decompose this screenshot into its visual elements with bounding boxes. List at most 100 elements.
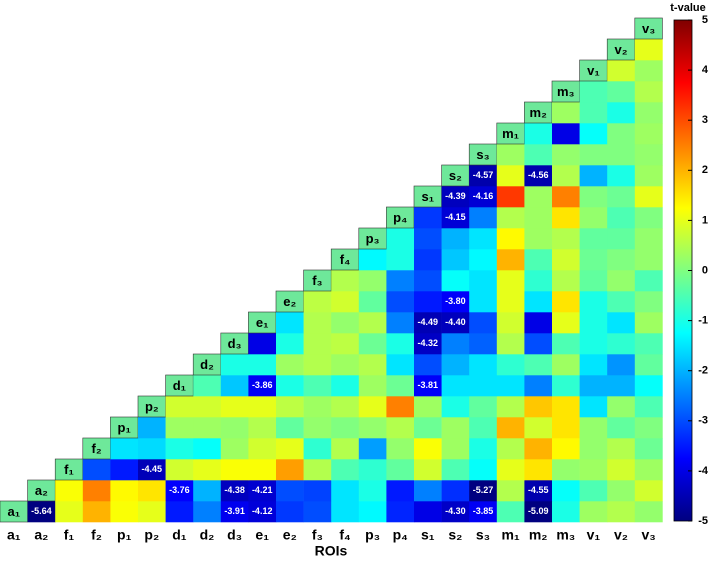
heat-cell [634, 270, 663, 292]
heat-cell [414, 228, 442, 250]
heat-cell [552, 501, 580, 523]
heat-cell [469, 459, 498, 481]
heat-cell [276, 417, 304, 439]
heat-cell [414, 270, 442, 292]
heat-cell [331, 438, 360, 460]
cell-label: -4.32 [418, 338, 439, 348]
heat-cell [496, 501, 525, 523]
heat-cell [607, 207, 636, 229]
heat-cell [607, 270, 636, 292]
heat-cell [441, 249, 470, 271]
heat-cell [579, 123, 608, 145]
heat-cell [579, 501, 608, 523]
heat-cell [552, 312, 580, 334]
heat-cell [552, 144, 580, 166]
heat-cell [496, 207, 525, 229]
heat-cell [276, 396, 304, 418]
heat-cell [469, 501, 498, 523]
heat-cell [441, 228, 470, 250]
heat-cell [552, 165, 580, 187]
heat-cell [552, 480, 580, 502]
heat-cell [303, 501, 332, 523]
heat-cell [496, 249, 525, 271]
heat-cell [496, 417, 525, 439]
heat-cell [441, 375, 470, 397]
heat-cell [358, 333, 387, 355]
x-tick-label: e₂ [283, 527, 297, 543]
heat-cell [607, 60, 636, 82]
heat-cell [496, 396, 525, 418]
heat-cell [386, 228, 415, 250]
heat-cell [634, 417, 663, 439]
heat-cell [386, 312, 415, 334]
heat-cell [138, 459, 166, 481]
heat-cell [276, 459, 304, 481]
heat-cell [579, 375, 608, 397]
heat-cell [358, 270, 387, 292]
heat-cell [579, 270, 608, 292]
heat-cell [524, 228, 553, 250]
heat-cell [165, 396, 194, 418]
cell-label: -4.38 [224, 485, 245, 495]
heat-cell [552, 207, 580, 229]
heat-cell [524, 270, 553, 292]
heat-cell [524, 165, 553, 187]
row-label: s₁ [421, 189, 434, 204]
heat-cell [441, 354, 470, 376]
heat-cell [524, 291, 553, 313]
heat-cell [634, 144, 663, 166]
heat-cell [331, 375, 360, 397]
heat-cell [634, 291, 663, 313]
heat-cell [496, 270, 525, 292]
heat-cell [607, 375, 636, 397]
heat-cell [634, 249, 663, 271]
row-label: v₂ [614, 42, 627, 57]
x-tick-label: v₂ [614, 527, 628, 543]
heat-cell [414, 501, 442, 523]
heat-cell [496, 165, 525, 187]
x-tick-label: p₂ [144, 527, 159, 543]
heat-cell [552, 417, 580, 439]
heat-cell [552, 270, 580, 292]
x-tick-label: s₁ [421, 527, 435, 543]
heat-cell [524, 333, 553, 355]
heat-cell [552, 438, 580, 460]
cell-label: -3.76 [169, 485, 190, 495]
diagonal-cell [496, 122, 525, 145]
heat-cell [469, 375, 498, 397]
cell-label: -4.15 [445, 212, 466, 222]
heat-cell [414, 291, 442, 313]
heat-cell [579, 249, 608, 271]
heat-cell [579, 438, 608, 460]
heat-cell [110, 438, 139, 460]
heat-cell [414, 312, 442, 334]
x-tick-label: v₃ [641, 527, 655, 543]
heat-cell [634, 438, 663, 460]
heat-cell [276, 501, 304, 523]
cell-label: -4.57 [473, 170, 494, 180]
heat-cell [552, 228, 580, 250]
row-label: p₃ [366, 231, 380, 246]
heat-cell [414, 459, 442, 481]
heat-cell [386, 249, 415, 271]
heat-cell [441, 333, 470, 355]
heat-cell [552, 249, 580, 271]
heat-cell [579, 396, 608, 418]
x-tick-label: p₁ [117, 527, 132, 543]
heat-cell [579, 480, 608, 502]
heat-cell [469, 333, 498, 355]
heat-cell [386, 480, 415, 502]
heat-cell [220, 396, 249, 418]
heat-cell [496, 186, 525, 208]
heat-cell [331, 501, 360, 523]
heat-cell [469, 207, 498, 229]
heat-cell [579, 228, 608, 250]
heat-cell [469, 186, 498, 208]
heat-cell [248, 501, 277, 523]
heat-cell [634, 354, 663, 376]
heat-cell [634, 396, 663, 418]
heat-cell [193, 438, 222, 460]
heat-cell [193, 396, 222, 418]
row-label: s₂ [449, 168, 462, 183]
row-label: d₂ [200, 357, 214, 372]
